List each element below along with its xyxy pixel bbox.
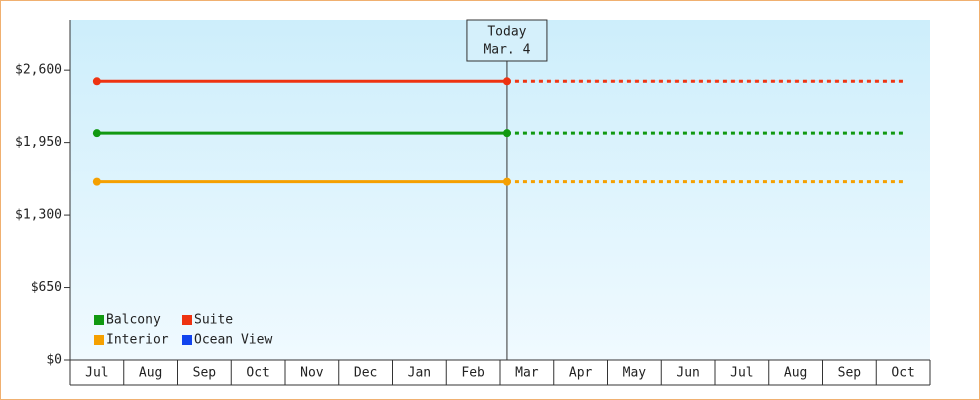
y-tick-label: $650	[31, 280, 62, 295]
x-tick-label: Feb	[461, 366, 485, 381]
plot-area	[70, 20, 930, 360]
x-tick-label: Jul	[85, 366, 108, 381]
legend-label: Balcony	[106, 313, 161, 328]
x-tick-label: May	[623, 366, 647, 381]
today-date: Mar. 4	[483, 43, 530, 58]
y-tick-label: $0	[46, 353, 62, 368]
x-tick-label: Sep	[193, 366, 217, 381]
point	[92, 177, 101, 186]
y-tick-label: $1,950	[15, 135, 62, 150]
legend-label: Suite	[194, 313, 233, 328]
today-box	[466, 19, 548, 62]
x-tick-label: Oct	[246, 366, 269, 381]
y-tick-label: $1,300	[15, 208, 62, 223]
legend-label: Interior	[106, 333, 169, 348]
x-tick-label: Aug	[139, 366, 162, 381]
legend-swatch	[94, 335, 104, 345]
y-tick-label: $2,600	[15, 63, 62, 78]
x-tick-label: Jun	[676, 366, 699, 381]
today-label: Today	[487, 25, 526, 40]
x-tick-label: Aug	[784, 366, 807, 381]
legend-swatch	[182, 315, 192, 325]
x-tick-label: Apr	[569, 366, 593, 381]
x-tick-label: Jul	[730, 366, 753, 381]
legend-swatch	[182, 335, 192, 345]
x-tick-label: Oct	[891, 366, 914, 381]
x-tick-label: Dec	[354, 366, 377, 381]
x-tick-label: Sep	[838, 366, 862, 381]
x-tick-label: Nov	[300, 366, 324, 381]
x-tick-label: Jan	[408, 366, 431, 381]
legend-label: Ocean View	[194, 333, 272, 348]
point	[92, 77, 101, 86]
x-tick-label: Mar	[515, 366, 539, 381]
legend-swatch	[94, 315, 104, 325]
point	[92, 129, 101, 138]
